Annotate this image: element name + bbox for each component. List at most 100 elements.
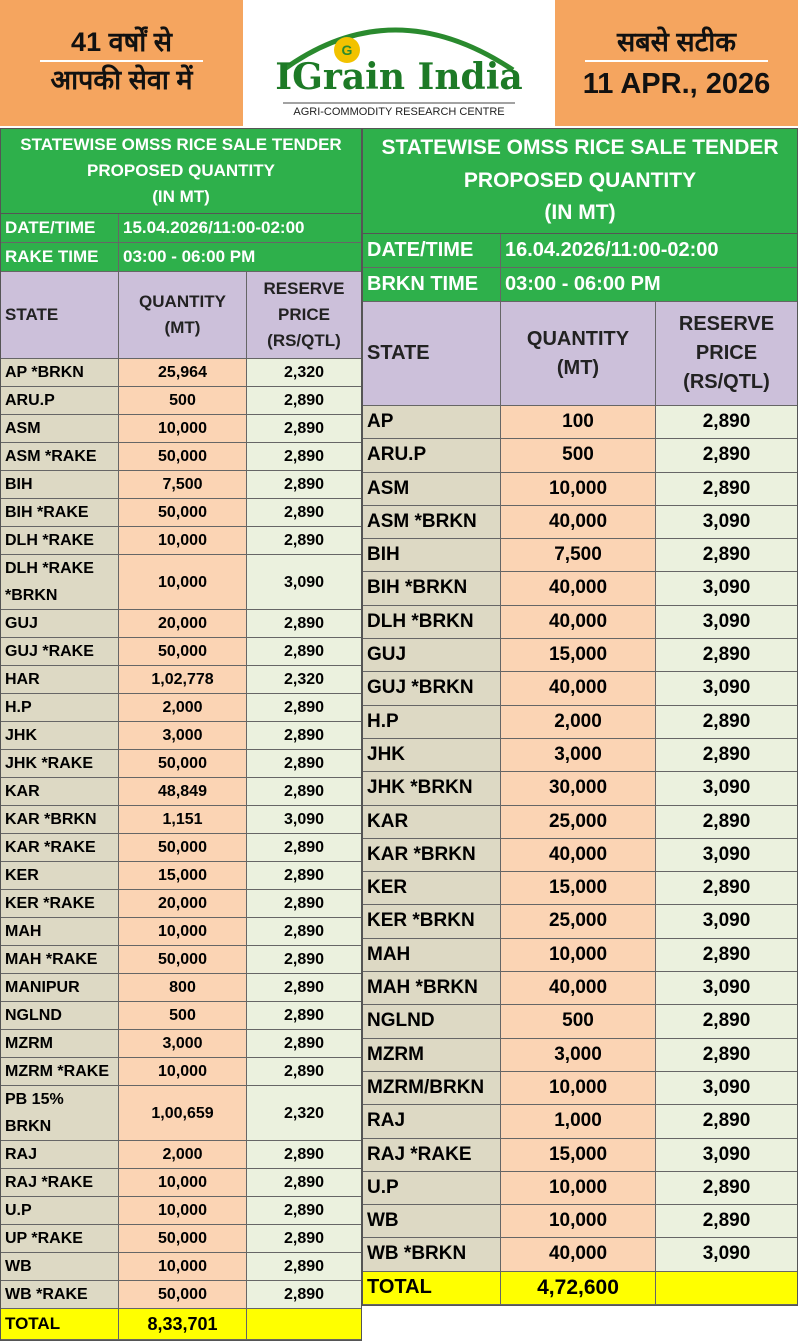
quantity: 10,000 [119, 527, 247, 555]
title-line: STATEWISE OMSS RICE SALE TENDER [20, 134, 342, 154]
data-row: ASM *RAKE 50,000 2,890 [1, 443, 361, 471]
reserve-price: 3,090 [656, 1138, 797, 1172]
info-value: 03:00 - 06:00 PM [119, 243, 361, 272]
reserve-price: 2,890 [247, 974, 361, 1002]
state: WB [1, 1253, 119, 1281]
data-row: MZRM 3,000 2,890 [363, 1038, 797, 1072]
reserve-price: 2,890 [247, 1225, 361, 1253]
data-row: MAH *BRKN 40,000 3,090 [363, 972, 797, 1006]
info-label: BRKN TIME [363, 268, 501, 302]
state: MAH *BRKN [363, 972, 501, 1006]
state: NGLND [1, 1002, 119, 1030]
quantity: 10,000 [501, 1171, 656, 1206]
table: STATEWISE OMSS RICE SALE TENDER PROPOSED … [0, 128, 362, 1341]
data-row: GUJ *BRKN 40,000 3,090 [363, 672, 797, 706]
column-header: RESERVE PRICE (RS/QTL) [656, 302, 797, 406]
reserve-price: 3,090 [656, 838, 797, 873]
info-label: RAKE TIME [1, 243, 119, 272]
info-value: 15.04.2026/11:00-02:00 [119, 214, 361, 243]
info-value: 03:00 - 06:00 PM [501, 268, 797, 302]
state: JHK *BRKN [363, 772, 501, 806]
data-row: BIH *BRKN 40,000 3,090 [363, 572, 797, 606]
data-row: WB *RAKE 50,000 2,890 [1, 1281, 361, 1309]
logo-text: IGrain India [275, 56, 523, 98]
state: ASM *RAKE [1, 443, 119, 471]
header-text: 41 वर्षों से [40, 24, 203, 62]
state: MZRM [363, 1038, 501, 1072]
quantity: 15,000 [119, 862, 247, 890]
quantity: 2,000 [119, 1141, 247, 1169]
data-row: JHK *BRKN 30,000 3,090 [363, 772, 797, 806]
quantity: 2,000 [501, 705, 656, 739]
quantity: 3,000 [501, 1038, 656, 1072]
state: DLH *BRKN [363, 605, 501, 640]
reserve-price: 3,090 [247, 806, 361, 834]
quantity: 50,000 [119, 750, 247, 778]
reserve-price: 2,890 [247, 1281, 361, 1309]
state: MAH [1, 918, 119, 946]
quantity: 800 [119, 974, 247, 1002]
state: RAJ [1, 1141, 119, 1169]
reserve-price: 2,890 [656, 872, 797, 906]
data-row: GUJ *RAKE 50,000 2,890 [1, 638, 361, 666]
reserve-price: 3,090 [656, 605, 797, 640]
logo-graphic: G [281, 27, 515, 104]
reserve-price: 2,320 [247, 1086, 361, 1141]
data-row: DLH *RAKE *BRKN 10,000 3,090 [1, 555, 361, 610]
state: WB *RAKE [1, 1281, 119, 1309]
data-row: AP 100 2,890 [363, 406, 797, 440]
data-row: KAR *BRKN 1,151 3,090 [1, 806, 361, 834]
reserve-price: 2,890 [247, 694, 361, 722]
state: JHK *RAKE [1, 750, 119, 778]
reserve-price: 3,090 [656, 1238, 797, 1272]
state: NGLND [363, 1005, 501, 1039]
state: DLH *RAKE *BRKN [1, 555, 119, 610]
quantity: 15,000 [501, 872, 656, 906]
reserve-price: 2,890 [656, 406, 797, 440]
reserve-price: 2,890 [656, 805, 797, 839]
title-line: (IN MT) [152, 187, 210, 207]
state: KAR [1, 778, 119, 806]
state: KAR *RAKE [1, 834, 119, 862]
data-row: JHK 3,000 2,890 [1, 722, 361, 750]
header-text: सबसे सटीक [585, 24, 768, 62]
reserve-price: 2,890 [656, 539, 797, 573]
column-header: STATE [363, 302, 501, 406]
quantity: 10,000 [119, 1253, 247, 1281]
state: ASM [1, 415, 119, 443]
state: MZRM/BRKN [363, 1071, 501, 1106]
data-row: MAH 10,000 2,890 [1, 918, 361, 946]
reserve-price: 2,890 [247, 471, 361, 499]
data-row: MZRM/BRKN 10,000 3,090 [363, 1071, 797, 1106]
state: MZRM [1, 1030, 119, 1058]
quantity: 10,000 [501, 1205, 656, 1239]
state: PB 15% BRKN [1, 1086, 119, 1141]
data-row: ARU.P 500 2,890 [1, 387, 361, 415]
quantity: 2,000 [119, 694, 247, 722]
quantity: 1,00,659 [119, 1086, 247, 1141]
quantity: 7,500 [119, 471, 247, 499]
reserve-price: 2,890 [247, 610, 361, 638]
quantity: 40,000 [501, 505, 656, 540]
state: MANIPUR [1, 974, 119, 1002]
quantity: 3,000 [501, 738, 656, 773]
data-row: PB 15% BRKN 1,00,659 2,320 [1, 1086, 361, 1141]
state: KER *RAKE [1, 890, 119, 918]
quantity: 100 [501, 406, 656, 440]
data-row: BIH 7,500 2,890 [363, 539, 797, 573]
quantity: 40,000 [501, 838, 656, 873]
state: RAJ *RAKE [363, 1138, 501, 1172]
reserve-price: 3,090 [656, 672, 797, 706]
quantity: 30,000 [501, 772, 656, 806]
reserve-price: 2,890 [656, 1171, 797, 1206]
state: KAR [363, 805, 501, 839]
data-row: MZRM *RAKE 10,000 2,890 [1, 1058, 361, 1086]
quantity: 50,000 [119, 443, 247, 471]
total-quantity: 8,33,701 [119, 1309, 247, 1340]
reserve-price: 2,890 [656, 738, 797, 773]
quantity: 25,964 [119, 359, 247, 387]
reserve-price: 2,890 [247, 1169, 361, 1197]
reserve-price: 2,890 [247, 443, 361, 471]
state: ASM [363, 472, 501, 506]
